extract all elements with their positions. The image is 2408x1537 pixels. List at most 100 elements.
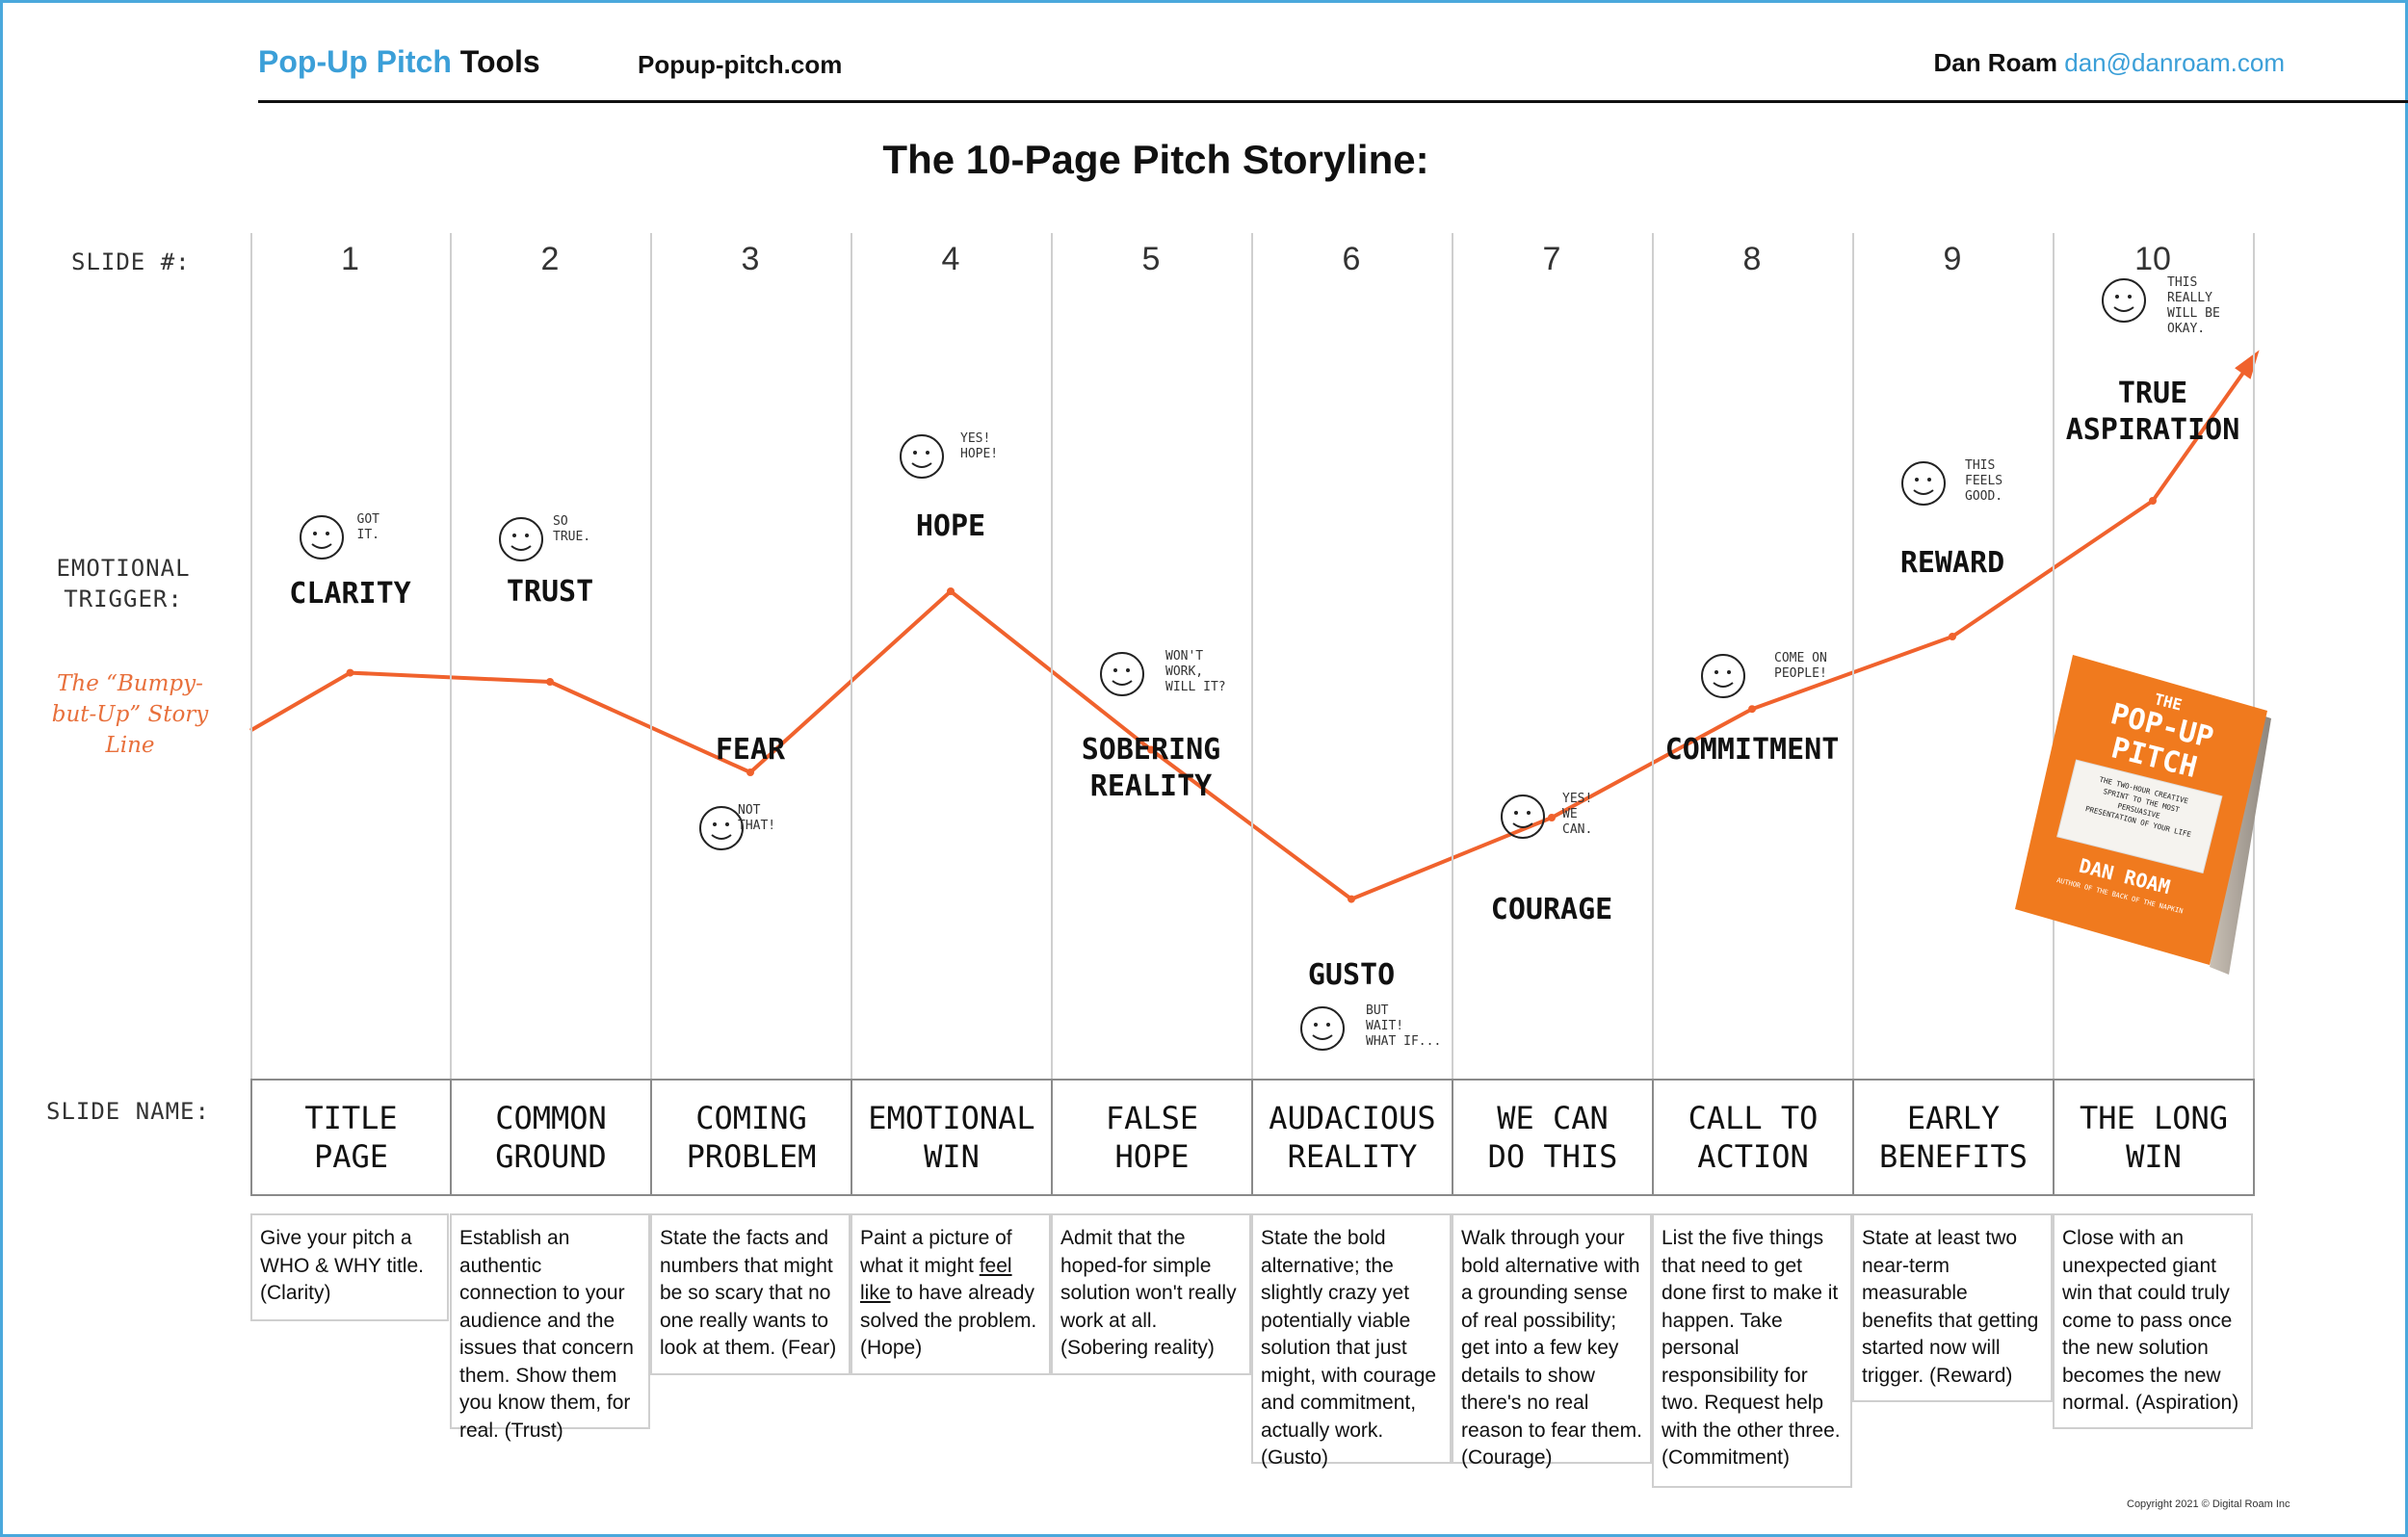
slide-description: Close with an unexpected giant win that … bbox=[2053, 1213, 2253, 1429]
site-link[interactable]: Popup-pitch.com bbox=[638, 50, 843, 79]
doodle-speech-text: COME ON PEOPLE! bbox=[1774, 651, 1827, 681]
column-divider bbox=[650, 233, 652, 1081]
slide-number: 9 bbox=[1943, 241, 1962, 277]
column-divider bbox=[1852, 233, 1854, 1081]
emotional-trigger-label: COMMITMENT bbox=[1664, 733, 1840, 767]
description-text: Paint a picture of what it might bbox=[860, 1227, 1012, 1277]
doodle-face-icon bbox=[499, 517, 543, 561]
slide-number-row-label: SLIDE #: bbox=[71, 248, 191, 275]
doodle-face-icon bbox=[1901, 461, 1946, 506]
book-spine-shadow bbox=[2210, 713, 2271, 975]
doodle-speech-text: GOT IT. bbox=[356, 512, 380, 542]
slide-name-box: COMING PROBLEM bbox=[650, 1079, 852, 1196]
slide-name-box: CALL TO ACTION bbox=[1652, 1079, 1854, 1196]
brand-suffix: Tools bbox=[459, 44, 540, 79]
slide-name-box: TITLE PAGE bbox=[250, 1079, 452, 1196]
author-info: Dan Roam dan@danroam.com bbox=[1933, 48, 2285, 78]
emotional-trigger-label: TRUE ASPIRATION bbox=[2065, 377, 2240, 447]
doodle-speech-text: SO TRUE. bbox=[553, 514, 591, 544]
doodle-face-icon bbox=[2102, 278, 2146, 323]
description-text: to have already solved the problem. (Hop… bbox=[860, 1282, 1037, 1359]
doodle-face-icon bbox=[1701, 654, 1745, 698]
doodle-speech-text: BUT WAIT! WHAT IF... bbox=[1366, 1003, 1442, 1049]
doodle-face-icon bbox=[1100, 652, 1144, 696]
slide-name-box: AUDACIOUS REALITY bbox=[1251, 1079, 1453, 1196]
doodle-face-icon bbox=[699, 806, 744, 850]
storyline-point bbox=[2149, 497, 2157, 505]
slide-description: Admit that the hoped-for simple solution… bbox=[1051, 1213, 1251, 1375]
column-divider bbox=[1452, 233, 1453, 1081]
slide-name-box: EMOTIONAL WIN bbox=[851, 1079, 1053, 1196]
book-napkin bbox=[2056, 759, 2223, 874]
emotional-trigger-label: FEAR bbox=[715, 733, 786, 767]
description-emphasis: feel like bbox=[860, 1254, 1012, 1305]
column-divider bbox=[2253, 233, 2255, 1081]
slide-name-box: EARLY BENEFITS bbox=[1852, 1079, 2055, 1196]
doodle-face-icon bbox=[1501, 795, 1545, 839]
slide-name-box: FALSE HOPE bbox=[1051, 1079, 1253, 1196]
brand-name: Pop-Up Pitch bbox=[258, 44, 452, 79]
slide-number: 6 bbox=[1342, 241, 1361, 277]
storyline-point bbox=[746, 768, 754, 776]
slide-number: 2 bbox=[540, 241, 560, 277]
emotional-trigger-label: COURAGE bbox=[1490, 893, 1613, 926]
slide-number: 10 bbox=[2134, 241, 2171, 277]
slide-name-box: COMMON GROUND bbox=[450, 1079, 652, 1196]
slide-number: 5 bbox=[1141, 241, 1161, 277]
slide-description: State the bold alternative; the slightly… bbox=[1251, 1213, 1452, 1469]
slide-name-box: WE CAN DO THIS bbox=[1452, 1079, 1654, 1196]
doodle-speech-text: WON'T WORK, WILL IT? bbox=[1165, 649, 1226, 694]
slide-description: Paint a picture of what it might feel li… bbox=[851, 1213, 1051, 1375]
storyline-point bbox=[1748, 705, 1756, 714]
doodle-speech-text: NOT THAT! bbox=[738, 803, 776, 833]
slide-description: Establish an authentic connection to you… bbox=[450, 1213, 650, 1442]
emotional-trigger-row-label: EMOTIONAL TRIGGER: bbox=[56, 555, 191, 612]
slide-number: 7 bbox=[1542, 241, 1561, 277]
column-divider bbox=[250, 233, 252, 1081]
column-divider bbox=[1652, 233, 1654, 1081]
slide-number: 3 bbox=[741, 241, 760, 277]
storyline-point bbox=[1949, 633, 1956, 640]
column-divider bbox=[1251, 233, 1253, 1081]
slide-name-box: THE LONG WIN bbox=[2053, 1079, 2255, 1196]
slide-name-row-label: SLIDE NAME: bbox=[46, 1098, 210, 1125]
storyline-label: The “Bumpy-but-Up” Story Line bbox=[51, 671, 209, 758]
doodle-speech-text: THIS FEELS GOOD. bbox=[1965, 458, 2003, 504]
doodle-speech-text: YES! HOPE! bbox=[960, 431, 999, 461]
page-title: The 10-Page Pitch Storyline: bbox=[882, 137, 1429, 182]
column-divider bbox=[851, 233, 852, 1081]
slide-description: State the facts and numbers that might b… bbox=[650, 1213, 851, 1375]
doodle-face-icon bbox=[299, 515, 344, 560]
emotional-trigger-label: GUSTO bbox=[1307, 958, 1396, 992]
column-divider bbox=[1051, 233, 1053, 1081]
doodle-face-icon bbox=[900, 434, 944, 479]
emotional-trigger-label: HOPE bbox=[915, 509, 986, 543]
slide-description: State at least two near-term measurable … bbox=[1852, 1213, 2053, 1402]
storyline-point bbox=[346, 668, 354, 677]
author-name: Dan Roam bbox=[1933, 48, 2058, 77]
column-divider bbox=[2053, 233, 2055, 1081]
emotional-trigger-label: CLARITY bbox=[289, 577, 411, 611]
doodle-face-icon bbox=[1300, 1006, 1345, 1051]
slide-description: Walk through your bold alternative with … bbox=[1452, 1213, 1652, 1469]
emotional-trigger-label: SOBERING REALITY bbox=[1081, 733, 1221, 803]
slide-description: Give your pitch a WHO & WHY title. (Clar… bbox=[250, 1213, 449, 1321]
slide-number: 1 bbox=[341, 241, 359, 277]
header-divider bbox=[258, 100, 2408, 103]
copyright-notice: Copyright 2021 © Digital Roam Inc bbox=[2127, 1498, 2290, 1510]
storyline-point bbox=[1548, 814, 1556, 821]
slide-number: 4 bbox=[941, 241, 960, 277]
slide-number: 8 bbox=[1742, 241, 1762, 277]
author-email-link[interactable]: dan@danroam.com bbox=[2064, 48, 2285, 77]
brand-title: Pop-Up Pitch Tools bbox=[258, 44, 540, 80]
storyline-point bbox=[1147, 745, 1155, 754]
doodle-speech-text: YES! WE CAN. bbox=[1562, 792, 1593, 837]
slide-description: List the five things that need to get do… bbox=[1652, 1213, 1852, 1488]
storyline-point bbox=[947, 587, 955, 595]
emotional-trigger-label: TRUST bbox=[506, 575, 594, 609]
storyline-point bbox=[1348, 895, 1355, 903]
column-divider bbox=[450, 233, 452, 1081]
book-cover-image: THE POP-UP PITCH THE TWO-HOUR CREATIVE S… bbox=[2015, 655, 2271, 975]
storyline-point bbox=[546, 678, 554, 686]
